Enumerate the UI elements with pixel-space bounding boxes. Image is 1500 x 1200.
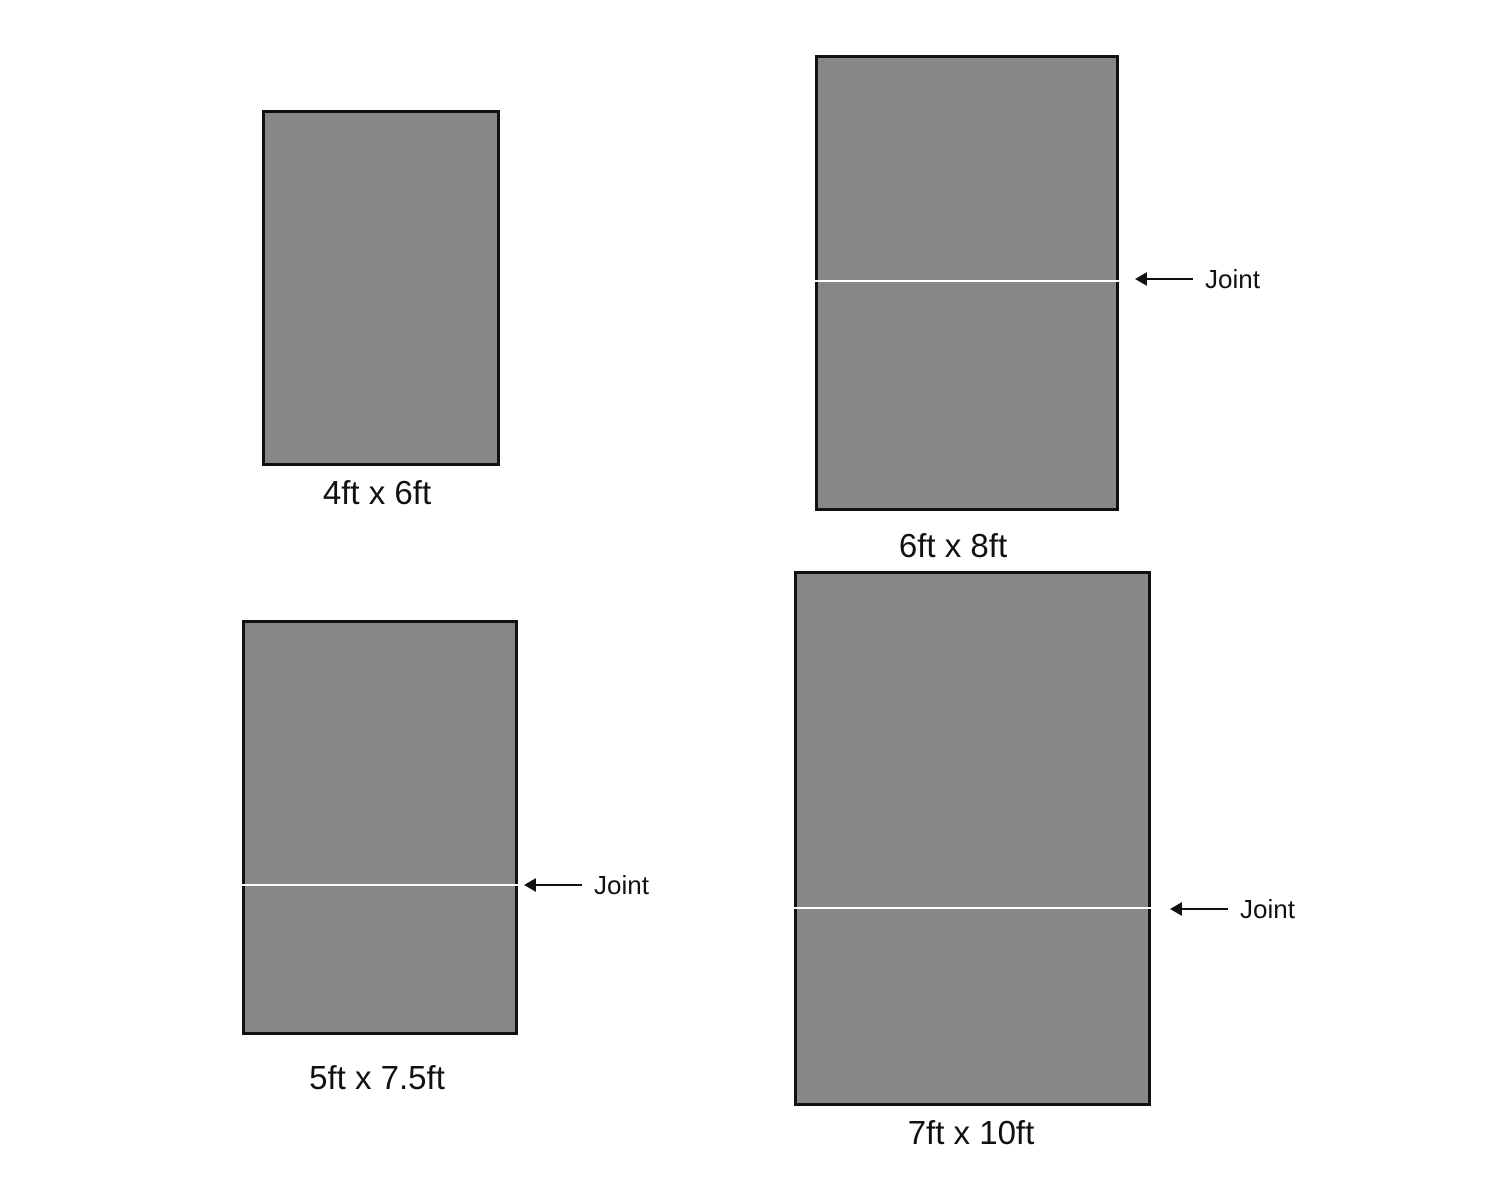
panel-label: 7ft x 10ft [907, 1114, 1035, 1151]
panel-5x7.5 [242, 620, 518, 1035]
joint-label: Joint [1205, 263, 1260, 294]
joint-annotation: Joint [1135, 263, 1260, 294]
panel-7x10 [794, 571, 1151, 1106]
joint-line [242, 884, 518, 886]
joint-label: Joint [594, 869, 649, 900]
panel-6x8 [815, 55, 1119, 511]
arrow-left-icon [524, 878, 582, 892]
panel-label: 4ft x 6ft [322, 474, 432, 511]
joint-line [815, 280, 1119, 282]
panel-label: 6ft x 8ft [898, 527, 1008, 564]
arrow-left-icon [1170, 902, 1228, 916]
joint-annotation: Joint [1170, 893, 1295, 924]
joint-annotation: Joint [524, 869, 649, 900]
joint-label: Joint [1240, 893, 1295, 924]
arrow-left-icon [1135, 272, 1193, 286]
panel-label: 5ft x 7.5ft [309, 1059, 445, 1096]
joint-line [794, 907, 1151, 909]
panel-4x6 [262, 110, 500, 466]
